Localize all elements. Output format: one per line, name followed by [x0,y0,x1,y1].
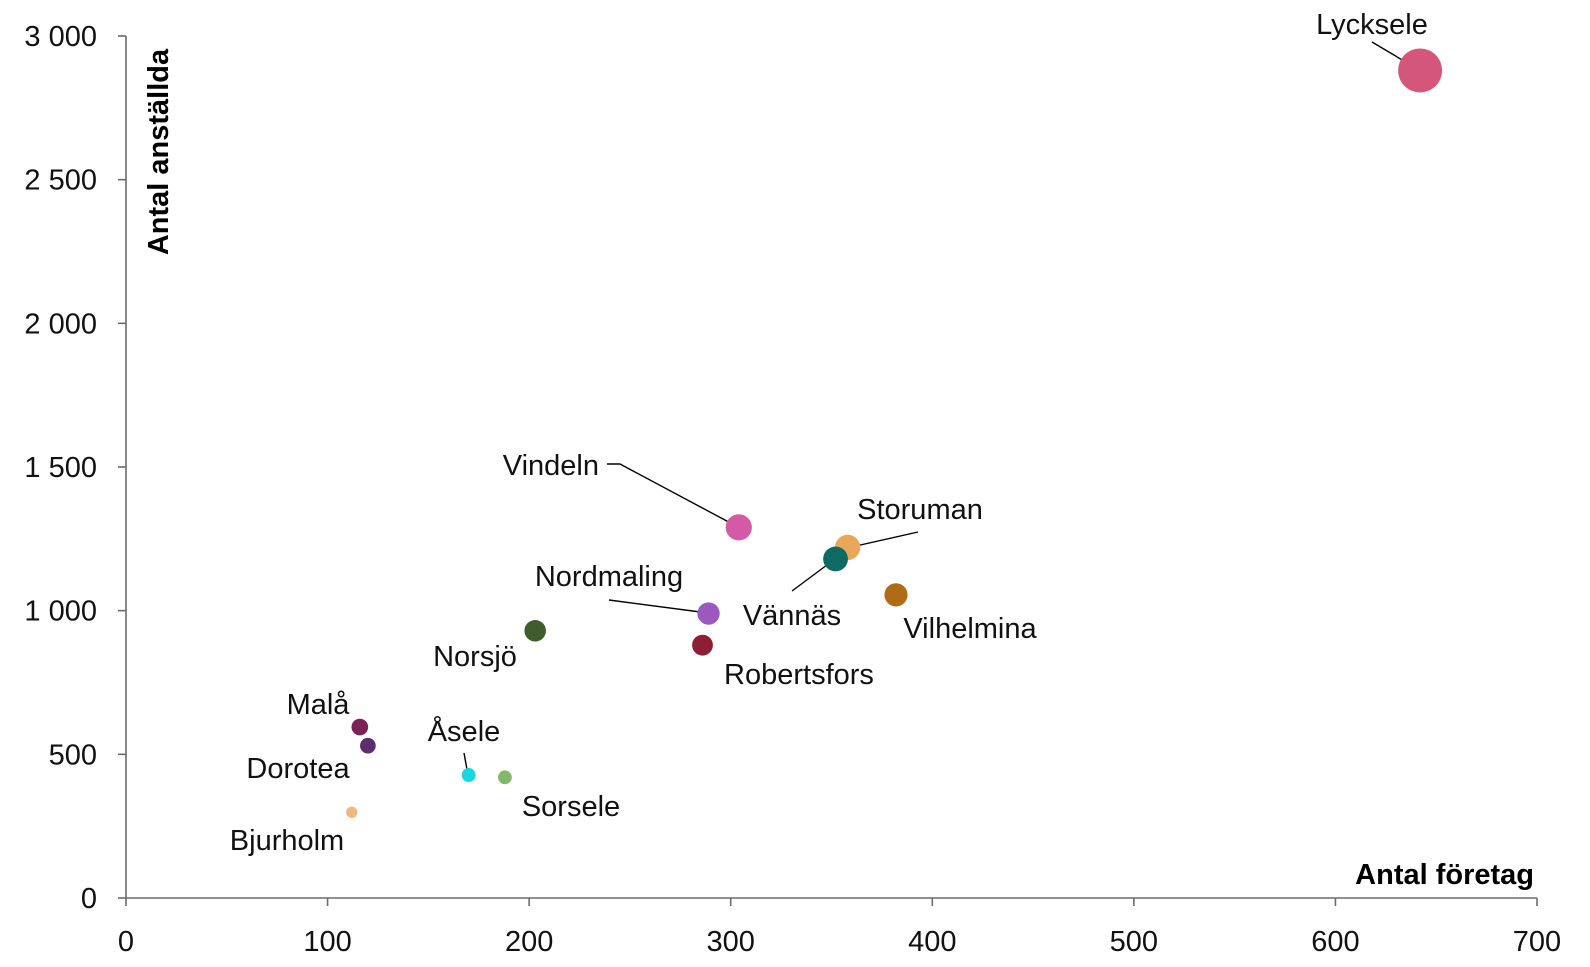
label-mala: Malå [287,689,351,721]
label-norsjo: Norsjö [433,641,517,673]
label-lycksele: Lycksele [1316,9,1428,41]
leader-nordmaling [608,599,709,614]
point-norsjo [524,620,546,642]
point-asele [461,768,476,782]
point-mala [351,718,369,736]
x-tick-label-700: 700 [1513,926,1561,958]
ticks: 0 100 200 300 400 500 600 700 0 500 1 000 1 500 2 00… [24,21,1561,958]
x-tick-label-500: 500 [1110,926,1158,958]
x-tick-label-600: 600 [1311,926,1359,958]
y-tick-label-2500: 2 500 [24,165,97,197]
y-tick-label-1000: 1 000 [24,596,97,628]
leader-vindeln [607,463,739,528]
leader-lines [463,41,1420,776]
label-vilhelmina: Vilhelmina [903,613,1037,645]
x-axis-title: Antal företag [1355,859,1534,891]
point-sorsele [498,770,512,785]
point-vilhelmina [884,583,908,607]
point-vannas [823,546,848,572]
label-storuman: Storuman [857,494,983,526]
y-axis-title: Antal anställda [143,48,175,255]
label-nordmaling: Nordmaling [535,561,683,593]
x-tick-label-400: 400 [908,926,956,958]
label-asele: Åsele [428,715,501,748]
label-robertsfors: Robertsfors [724,659,874,691]
x-tick-label-0: 0 [118,926,134,958]
point-dorotea [360,737,376,754]
point-robertsfors [692,634,713,656]
data-points [346,48,1443,819]
label-bjurholm: Bjurholm [230,825,344,857]
point-lycksele [1398,48,1443,93]
point-labels: Lycksele Vindeln Storuman Vännäs Vilhelmina N… [230,9,1428,857]
point-vindeln [725,514,752,541]
label-vindeln: Vindeln [503,450,599,482]
label-vannas: Vännäs [743,600,841,632]
point-bjurholm [346,806,358,819]
y-tick-label-0: 0 [81,883,97,915]
x-tick-label-100: 100 [303,926,351,958]
y-tick-label-2000: 2 000 [24,308,97,340]
point-nordmaling [697,602,720,625]
y-tick-label-1500: 1 500 [24,452,97,484]
label-sorsele: Sorsele [522,791,620,823]
x-tick-label-200: 200 [505,926,553,958]
y-tick-label-3000: 3 000 [24,21,97,53]
x-tick-label-300: 300 [707,926,755,958]
y-tick-label-500: 500 [49,739,97,771]
label-dorotea: Dorotea [246,753,350,785]
